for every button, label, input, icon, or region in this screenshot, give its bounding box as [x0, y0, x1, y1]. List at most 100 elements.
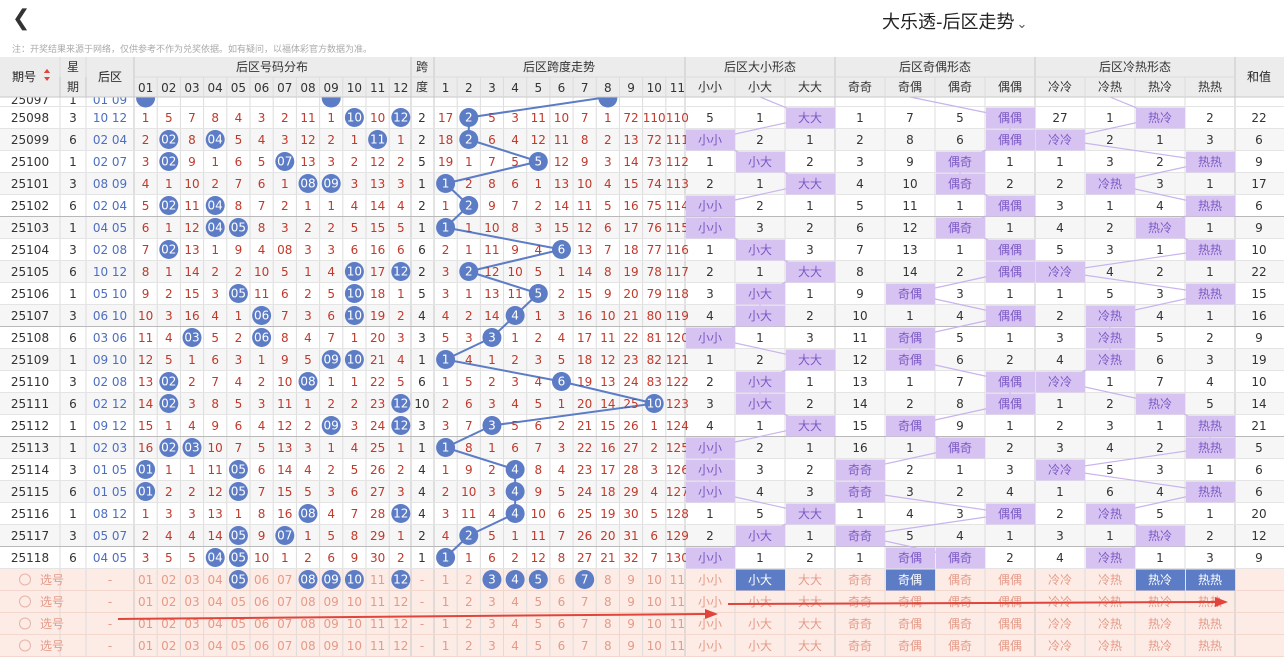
select-number[interactable]: 07: [277, 595, 292, 609]
select-number[interactable]: 01: [138, 639, 153, 653]
radio-circle-icon[interactable]: [19, 573, 31, 586]
select-span[interactable]: 10: [647, 595, 662, 609]
select-temp-option[interactable]: 热冷: [1148, 639, 1172, 653]
select-span[interactable]: 8: [604, 639, 612, 653]
select-number[interactable]: 01: [138, 617, 153, 631]
select-size-option[interactable]: 大大: [798, 595, 822, 609]
select-number[interactable]: 03: [184, 573, 199, 587]
select-size-option[interactable]: 小小: [698, 573, 722, 587]
select-temp-option[interactable]: 冷热: [1098, 617, 1122, 631]
select-number[interactable]: 03: [184, 595, 199, 609]
select-parity-option[interactable]: 奇偶: [898, 639, 922, 653]
select-number[interactable]: 06: [254, 573, 269, 587]
select-number[interactable]: 01: [138, 595, 153, 609]
select-size-option[interactable]: 小小: [698, 617, 722, 631]
select-size-selected[interactable]: 小大: [748, 573, 772, 587]
select-span[interactable]: 1: [442, 617, 450, 631]
select-span[interactable]: 6: [558, 639, 566, 653]
select-number[interactable]: 04: [208, 617, 223, 631]
select-parity-option[interactable]: 奇奇: [848, 639, 872, 653]
select-span[interactable]: 10: [647, 639, 662, 653]
select-span[interactable]: 4: [511, 595, 519, 609]
select-span[interactable]: 10: [647, 573, 662, 587]
select-number[interactable]: 06: [254, 595, 269, 609]
select-span[interactable]: 4: [511, 617, 519, 631]
select-span[interactable]: 2: [465, 639, 473, 653]
select-number[interactable]: 02: [161, 639, 176, 653]
radio-circle-icon[interactable]: [19, 595, 31, 608]
select-span[interactable]: 6: [558, 573, 566, 587]
select-number[interactable]: 10: [347, 617, 362, 631]
select-size-option[interactable]: 大大: [798, 639, 822, 653]
select-span[interactable]: 6: [558, 595, 566, 609]
select-temp-option[interactable]: 热冷: [1148, 617, 1172, 631]
select-number[interactable]: 02: [161, 595, 176, 609]
select-temp-option[interactable]: 冷热: [1098, 573, 1122, 587]
radio-circle-icon[interactable]: [19, 639, 31, 652]
select-parity-option[interactable]: 奇奇: [848, 573, 872, 587]
chevron-down-icon[interactable]: ⌄: [1016, 17, 1028, 32]
select-span[interactable]: 8: [604, 573, 612, 587]
select-span[interactable]: 11: [670, 573, 685, 587]
select-number[interactable]: 02: [161, 617, 176, 631]
select-size-option[interactable]: 小小: [698, 639, 722, 653]
sort-icon[interactable]: [44, 69, 50, 81]
select-number[interactable]: 09: [324, 639, 339, 653]
radio-circle-icon[interactable]: [19, 617, 31, 630]
select-number[interactable]: 04: [208, 639, 223, 653]
select-label[interactable]: 选号: [40, 617, 64, 631]
select-number[interactable]: 11: [370, 617, 385, 631]
select-size-option[interactable]: 小大: [748, 639, 772, 653]
select-span[interactable]: 5: [534, 595, 542, 609]
select-number[interactable]: 10: [347, 639, 362, 653]
select-temp-option[interactable]: 冷热: [1098, 639, 1122, 653]
select-span[interactable]: 1: [442, 573, 450, 587]
select-span[interactable]: 10: [647, 617, 662, 631]
select-temp-option[interactable]: 冷冷: [1048, 573, 1072, 587]
select-size-option[interactable]: 大大: [798, 617, 822, 631]
select-span[interactable]: 1: [442, 595, 450, 609]
select-size-option[interactable]: 小小: [698, 595, 722, 609]
select-number[interactable]: 07: [277, 617, 292, 631]
select-label[interactable]: 选号: [40, 639, 64, 653]
select-number[interactable]: 12: [393, 617, 408, 631]
select-label[interactable]: 选号: [40, 573, 64, 587]
select-label[interactable]: 选号: [40, 595, 64, 609]
select-number[interactable]: 08: [300, 617, 315, 631]
select-number[interactable]: 04: [208, 595, 223, 609]
select-span[interactable]: 4: [511, 639, 519, 653]
select-parity-option[interactable]: 偶奇: [948, 639, 972, 653]
select-temp-option[interactable]: 热热: [1198, 617, 1222, 631]
select-parity-option[interactable]: 奇偶: [898, 617, 922, 631]
select-span[interactable]: 7: [581, 639, 589, 653]
select-number[interactable]: 03: [184, 639, 199, 653]
select-temp-option[interactable]: 冷冷: [1048, 617, 1072, 631]
select-number[interactable]: 03: [184, 617, 199, 631]
select-span[interactable]: 3: [488, 639, 496, 653]
select-span[interactable]: 9: [627, 617, 635, 631]
select-span[interactable]: 2: [465, 573, 473, 587]
back-icon[interactable]: ❮: [12, 6, 31, 31]
select-number[interactable]: 07: [277, 639, 292, 653]
select-number[interactable]: 02: [161, 573, 176, 587]
select-span[interactable]: 8: [604, 595, 612, 609]
select-size-option[interactable]: 大大: [798, 573, 822, 587]
select-size-option[interactable]: 小大: [748, 617, 772, 631]
select-span[interactable]: 3: [488, 595, 496, 609]
select-parity-option[interactable]: 奇奇: [848, 595, 872, 609]
select-span[interactable]: 8: [604, 617, 612, 631]
select-parity-option[interactable]: 偶奇: [948, 617, 972, 631]
select-parity-option[interactable]: 偶偶: [998, 639, 1022, 653]
select-number[interactable]: 04: [208, 573, 223, 587]
select-size-option[interactable]: 小大: [748, 595, 772, 609]
select-number[interactable]: 01: [138, 573, 153, 587]
select-number[interactable]: 05: [231, 617, 246, 631]
select-number[interactable]: 09: [324, 595, 339, 609]
select-span[interactable]: 7: [581, 595, 589, 609]
select-temp-selected[interactable]: 热冷: [1148, 573, 1172, 587]
select-span[interactable]: 9: [627, 639, 635, 653]
select-span[interactable]: 9: [627, 595, 635, 609]
select-span[interactable]: 9: [627, 573, 635, 587]
select-number[interactable]: 08: [300, 639, 315, 653]
select-number[interactable]: 11: [370, 573, 385, 587]
